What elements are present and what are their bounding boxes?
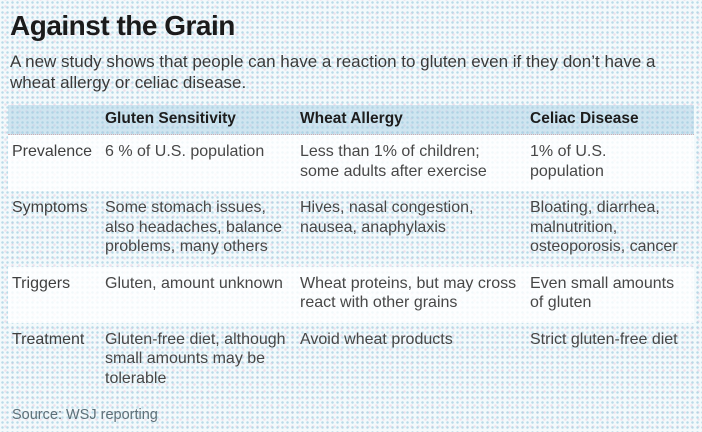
table-cell: Gluten, amount unknown (105, 274, 283, 292)
table-cell: Some stomach issues, also headaches, bal… (105, 199, 283, 255)
table-cell: Bloating, diarrhea, malnutrition, osteop… (530, 199, 678, 255)
table-cell: Avoid wheat products (300, 330, 453, 348)
table-cell: Gluten-free diet, al­though small amount… (105, 330, 286, 387)
table-header-row: Gluten Sensitivity Wheat Allergy Celiac … (8, 105, 694, 135)
table-cell: 6 % of U.S. population (105, 143, 265, 160)
source-attribution: Source: WSJ reporting (12, 407, 158, 423)
row-label: Triggers (12, 274, 71, 292)
column-header-celiac-disease: Celiac Disease (530, 110, 639, 127)
table-row-symptoms: Symptoms Some stomach issues, also heada… (8, 191, 694, 267)
table-cell: Wheat proteins, but may cross react with… (300, 274, 517, 312)
table-row-treatment: Treatment Gluten-free diet, al­though sm… (8, 323, 694, 399)
column-header-spacer (8, 110, 105, 128)
row-label: Treatment (12, 330, 85, 348)
table-cell: Less than 1% of children; some adults af… (300, 143, 487, 180)
chart-header: Against the Grain A new study shows that… (0, 0, 702, 93)
column-header-wheat-allergy: Wheat Allergy (300, 110, 403, 127)
page-title: Against the Grain (10, 10, 235, 41)
table-cell: Even small amounts of gluten (530, 274, 675, 312)
table-cell: 1% of U.S. population (530, 143, 607, 180)
table-cell: Strict gluten-free diet (530, 330, 678, 348)
row-label: Prevalence (12, 143, 93, 160)
row-label: Symptoms (12, 199, 88, 216)
table-row-triggers: Triggers Gluten, amount unknown Wheat pr… (8, 266, 694, 323)
table-cell: Hives, nasal congestion, nausea, anaphyl… (300, 199, 474, 236)
chart-subtitle: A new study shows that people can have a… (10, 52, 656, 92)
column-header-gluten-sensitivity: Gluten Sensitivity (105, 110, 236, 127)
table-row-prevalence: Prevalence 6 % of U.S. population Less t… (8, 135, 694, 191)
comparison-table: Gluten Sensitivity Wheat Allergy Celiac … (8, 105, 694, 398)
